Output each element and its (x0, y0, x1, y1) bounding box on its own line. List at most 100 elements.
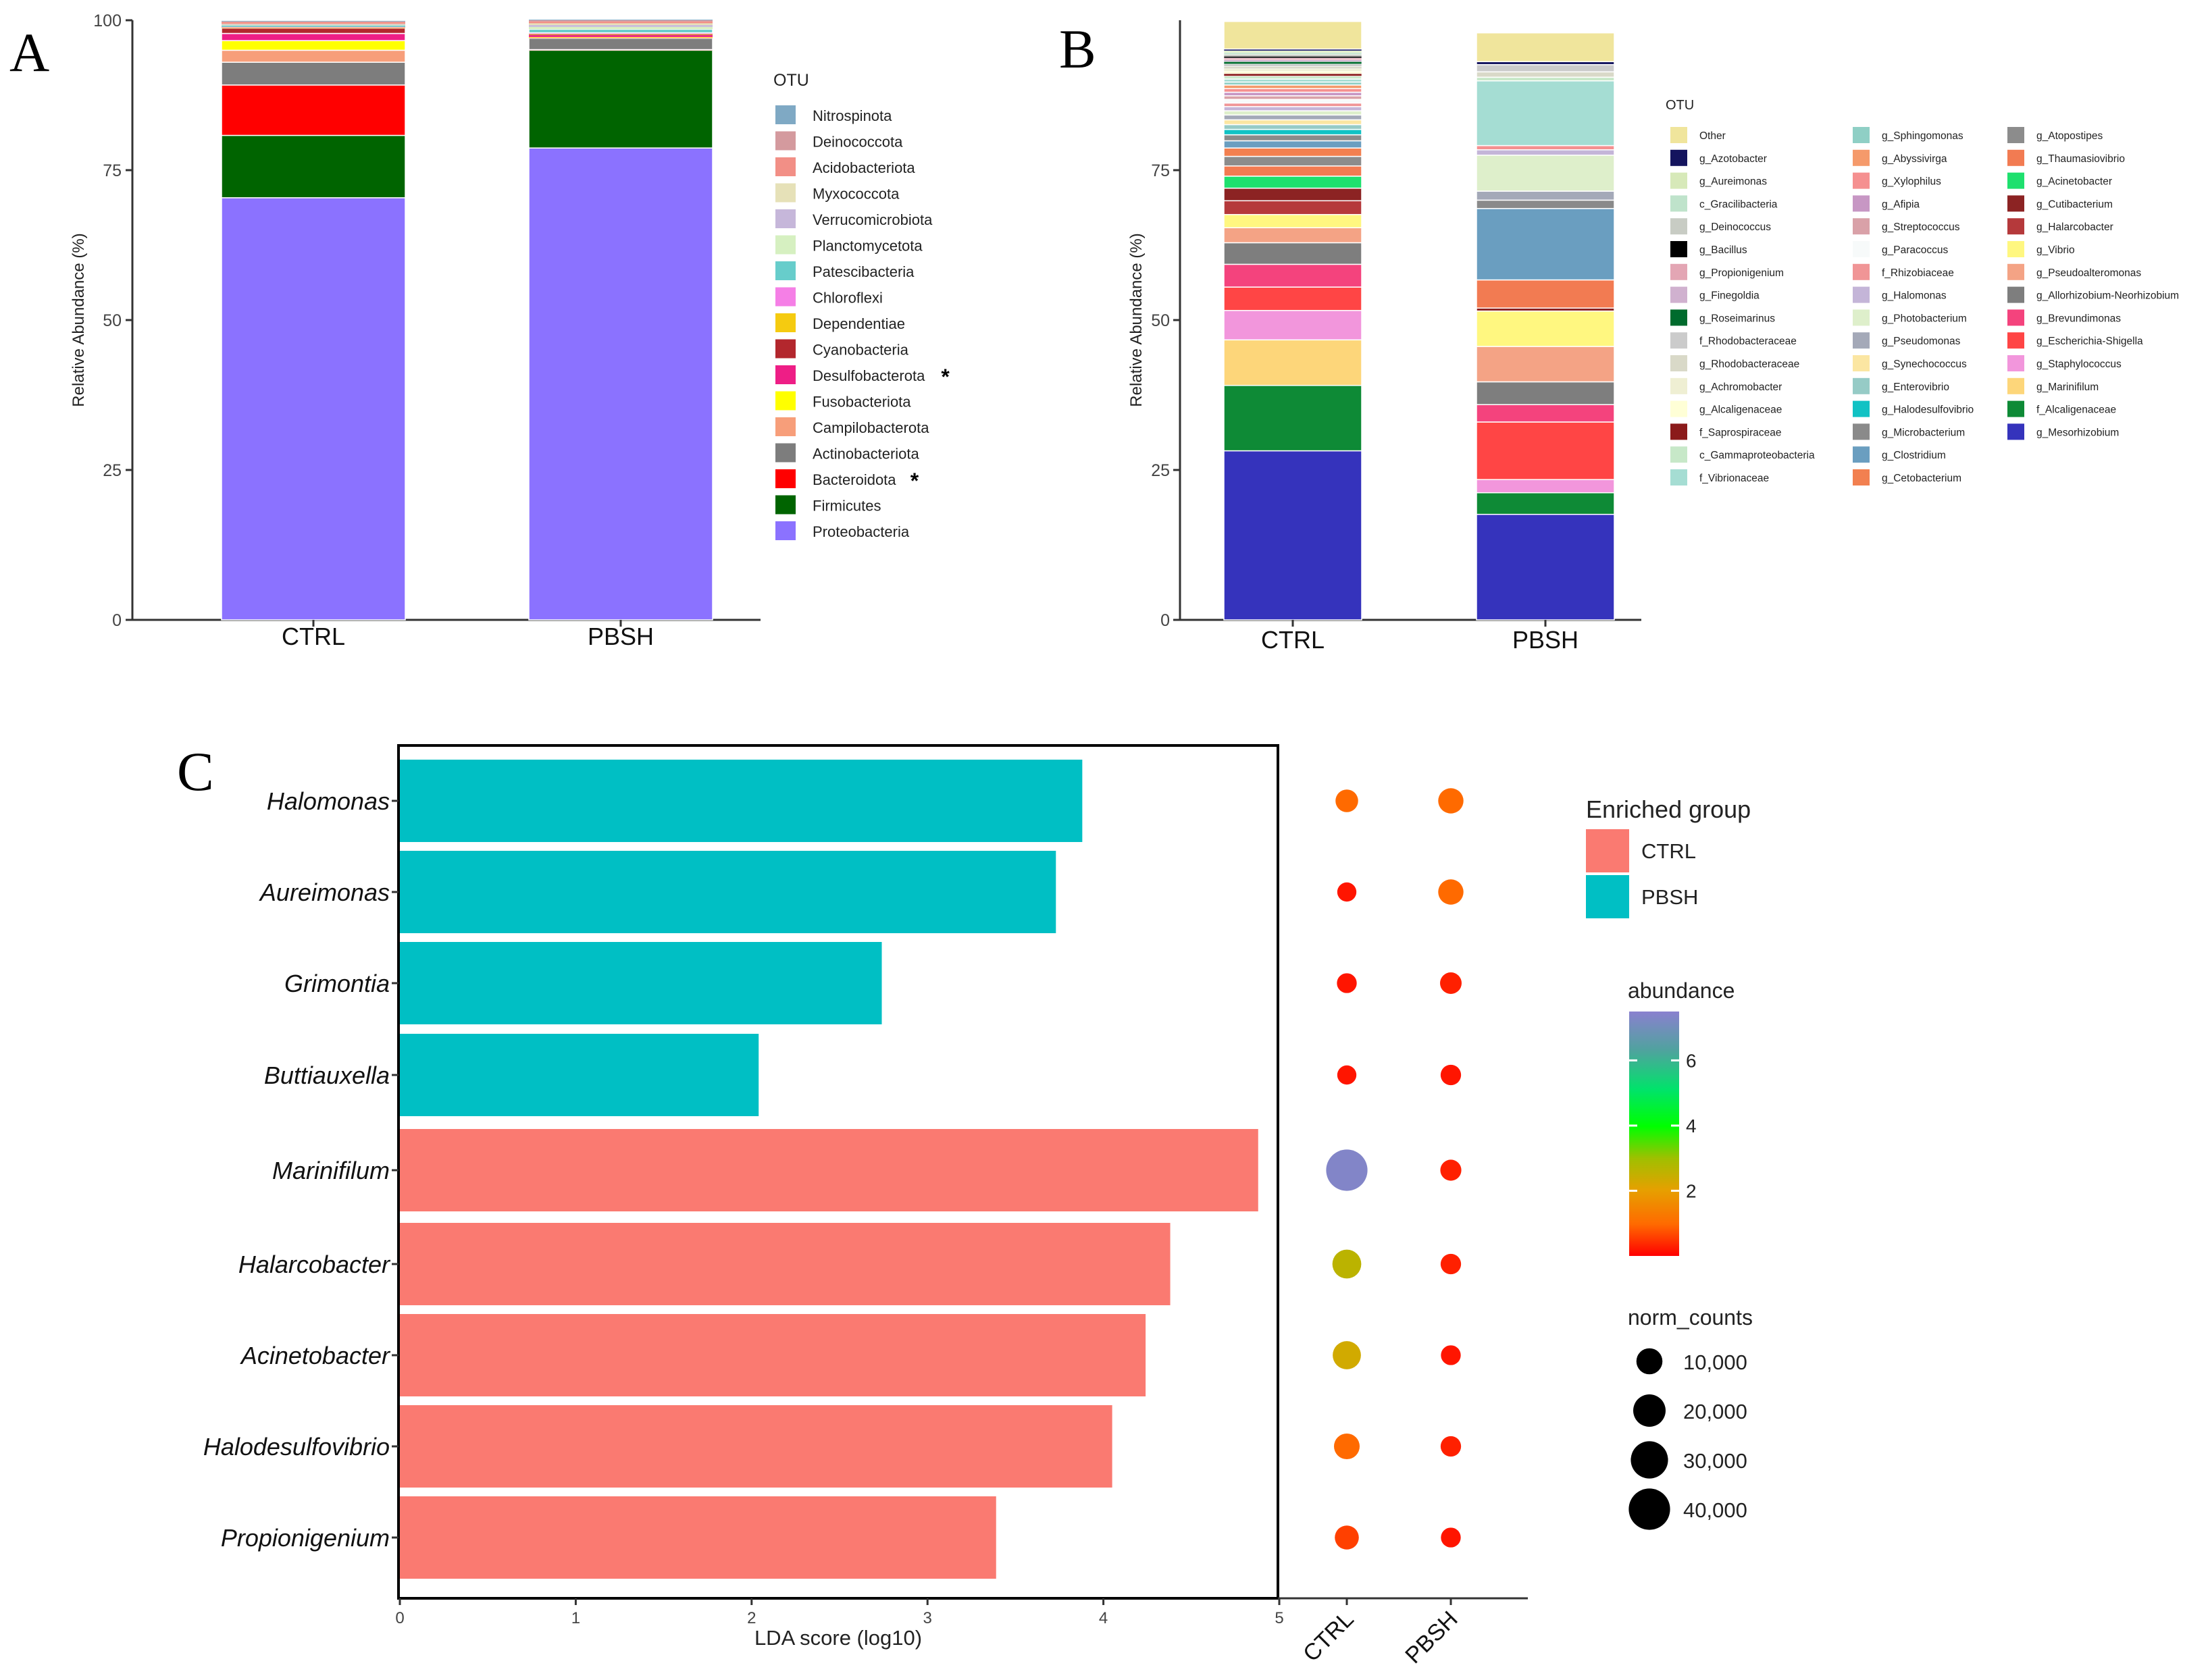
panel-b-legend-label-f-rhodobacteraceae: f_Rhodobacteraceae (1699, 336, 1797, 347)
panel-b-legend-swatch-c-gracilibacteria (1670, 195, 1687, 212)
panel-b-legend-swatch-g-bacillus (1670, 241, 1687, 257)
panel-a-legend-label-chloroflexi: Chloroflexi (813, 290, 883, 307)
size-legend-label: 40,000 (1683, 1498, 1747, 1522)
norm-counts-legend-title: norm_counts (1628, 1305, 1753, 1330)
dot-pbsh-buttiauxella (1440, 1064, 1462, 1086)
panel-a-legend-swatch-chloroflexi (775, 287, 796, 307)
panel-a-legend-swatch-bacteroidota (775, 469, 796, 488)
taxon-label-halomonas: Halomonas (267, 787, 390, 815)
panel-a-legend-swatch-nitrospinota (775, 105, 796, 124)
panel-a-legend-swatch-dependentiae (775, 313, 796, 332)
lda-bar-halarcobacter (400, 1223, 1171, 1305)
panel-b-legend-swatch-g-atopostipes (2007, 127, 2024, 143)
panel-b-legend-swatch-g-halarcobacter (2007, 218, 2024, 235)
panel-b-x-tick-label: PBSH (1512, 626, 1578, 654)
panel-a-legend-swatch-campilobacterota (775, 417, 796, 436)
lda-bar-halomonas (400, 760, 1083, 842)
dot-ctrl-acinetobacter (1333, 1341, 1361, 1369)
panel-a-segment-ctrl-fusobacteriota (221, 40, 406, 51)
panel-b-legend-label-c-gammaproteobacteria: c_Gammaproteobacteria (1699, 450, 1815, 461)
panel-a-legend-label-campilobacterota: Campilobacterota (813, 419, 929, 436)
panel-a-legend-label-myxococcota: Myxococcota (813, 186, 900, 203)
panel-b-segment-ctrl-g-cutibacterium (1223, 187, 1362, 202)
panel-b-legend-label-g-enterovibrio: g_Enterovibrio (1882, 382, 1949, 393)
panel-a-legend-swatch-patescibacteria (775, 261, 796, 280)
panel-b-segment-ctrl-g-pseudoalteromonas (1223, 227, 1362, 244)
panel-b-segment-ctrl-g-aureimonas (1223, 50, 1362, 53)
panel-a-segment-ctrl-desulfobacterota (221, 32, 406, 41)
panel-b-segment-pbsh-other (1476, 32, 1615, 63)
panel-b-segment-ctrl-g-halarcobacter (1223, 200, 1362, 215)
panel-b-segment-ctrl-g-paracoccus (1223, 99, 1362, 104)
panel-b-segment-pbsh-g-vibrio (1476, 310, 1615, 347)
panel-a-x-ticks: CTRL PBSH (282, 620, 654, 650)
panel-b-legend-swatch-g-deinococcus (1670, 218, 1687, 235)
panel-c-dots (1326, 788, 1464, 1550)
panel-a-legend-label-proteobacteria: Proteobacteria (813, 523, 910, 540)
panel-b-segment-ctrl-g-halomonas (1223, 106, 1362, 111)
panel-b-legend-swatch-g-paracoccus (1853, 241, 1870, 257)
panel-a-segment-ctrl-chloroflexi (222, 26, 405, 28)
panel-b-segment-pbsh-g-brevundimonas (1476, 404, 1615, 423)
panel-b-segment-ctrl-f-rhizobiaceae (1223, 102, 1362, 107)
panel-b-legend-label-other: Other (1699, 130, 1726, 142)
panel-a-bars (221, 20, 713, 621)
panel-b-legend-swatch-g-halodesulfovibrio (1853, 400, 1870, 417)
panel-a-y-tick-label: 25 (103, 461, 122, 480)
panel-b-segment-ctrl-g-clostridium (1223, 140, 1362, 149)
panel-b-legend-label-g-sphingomonas: g_Sphingomonas (1882, 130, 1963, 142)
panel-a-x-tick-label: CTRL (282, 623, 345, 650)
lda-bar-acinetobacter (400, 1314, 1146, 1396)
panel-b-legend-label-g-brevundimonas: g_Brevundimonas (2036, 313, 2121, 324)
norm-counts-legend: 10,000 20,000 30,000 40,000 (1628, 1348, 1747, 1530)
taxon-label-grimontia: Grimontia (284, 970, 390, 997)
panel-b-legend-swatch-g-cetobacterium (1853, 469, 1870, 485)
panel-a-segment-pbsh-cyanobacteria (529, 34, 713, 36)
panel-a-legend-label-planctomycetota: Planctomycetota (813, 238, 923, 255)
lda-bar-buttiauxella (400, 1034, 759, 1116)
panel-a-y-tick-label: 0 (112, 611, 122, 630)
panel-b-legend-swatch-g-microbacterium (1853, 423, 1870, 440)
panel-c-lefse-lda: Halomonas Aureimonas Grimontia Buttiauxella… (203, 744, 1753, 1669)
panel-a-segment-ctrl-cyanobacteria (221, 27, 406, 34)
panel-b-segment-ctrl-g-halodesulfovibrio (1223, 128, 1362, 136)
panel-a-y-axis-label: Relative Abundance (%) (70, 233, 88, 406)
panel-b-segment-ctrl-g-vibrio (1223, 213, 1362, 228)
panel-b-legend-swatch-g-brevundimonas (2007, 309, 2024, 326)
significance-asterisk: * (941, 365, 950, 389)
panel-b-segment-pbsh-g-pseudoalteromonas (1476, 346, 1615, 383)
lda-x-tick-label: 0 (395, 1609, 404, 1627)
panel-b-legend-label-g-xylophilus: g_Xylophilus (1882, 176, 1941, 188)
panel-b-segment-ctrl-f-alcaligenaceae (1223, 385, 1362, 452)
panel-b-legend-swatch-g-streptococcus (1853, 218, 1870, 235)
dot-ctrl-halarcobacter (1332, 1249, 1362, 1279)
panel-b-legend-label-g-cetobacterium: g_Cetobacterium (1882, 473, 1961, 484)
panel-b-legend-swatch-f-rhizobiaceae (1853, 263, 1870, 280)
abundance-colorbar-ticks: 2 4 6 (1629, 1050, 1697, 1201)
panel-b-y-tick-label: 75 (1151, 161, 1170, 180)
taxon-label-marinifilum: Marinifilum (272, 1157, 390, 1184)
panel-a-legend-title: OTU (773, 71, 809, 90)
dot-pbsh-acinetobacter (1441, 1345, 1461, 1365)
panel-b-legend-label-g-pseudomonas: g_Pseudomonas (1882, 336, 1961, 347)
dot-ctrl-grimontia (1337, 973, 1357, 993)
panel-b-segment-ctrl-other (1223, 21, 1362, 50)
panel-b-segment-ctrl-g-achromobacter (1223, 68, 1362, 72)
panel-a-legend: Nitrospinota Deinococcota Acidobacteriota M… (775, 105, 950, 540)
panel-b-segment-ctrl-g-streptococcus (1223, 95, 1362, 100)
panel-a-segment-pbsh-fusobacteriota (529, 36, 713, 38)
panel-a-segment-pbsh-myxococcota (529, 23, 713, 26)
panel-b-segment-pbsh-f-alcaligenaceae (1476, 492, 1615, 515)
panel-a-segment-ctrl-nitrospinota (222, 20, 405, 22)
size-legend-dot-20-000 (1633, 1394, 1666, 1427)
panel-a-legend-swatch-actinobacteriota (775, 443, 796, 463)
panel-b-legend: Other g_Azotobacter g_Aureimonas c_Gracilib… (1670, 127, 2179, 485)
panel-b-legend-label-g-atopostipes: g_Atopostipes (2036, 130, 2103, 142)
panel-b-segment-pbsh-g-photobacterium (1476, 155, 1615, 192)
panel-b-legend-swatch-g-allorhizobium-neorhizobium (2007, 286, 2024, 303)
panel-b-segment-ctrl-g-bacillus (1223, 55, 1362, 59)
panel-b-segment-ctrl-g-deinococcus (1223, 54, 1362, 57)
dot-ctrl-buttiauxella (1337, 1065, 1357, 1085)
panel-label-c: C (177, 741, 214, 802)
colorbar-tick-label: 4 (1686, 1115, 1697, 1136)
